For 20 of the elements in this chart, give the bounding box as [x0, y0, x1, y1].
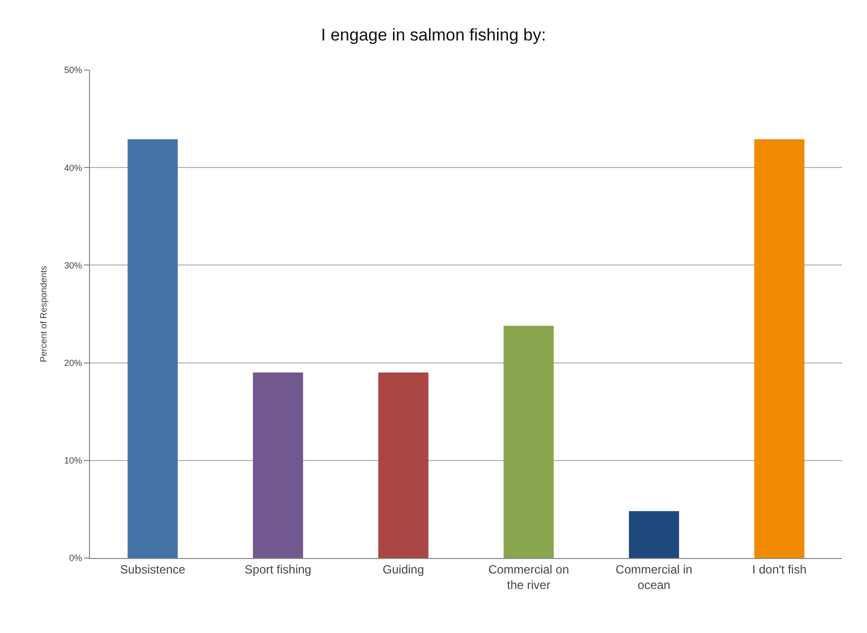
y-tick-label: 10%	[64, 456, 82, 466]
y-tick-label: 30%	[64, 260, 82, 270]
y-tick-label: 20%	[64, 358, 82, 368]
x-tick-label: I don't fish	[752, 562, 806, 576]
x-tick-label: Sport fishing	[244, 562, 312, 576]
y-tick-label: 50%	[64, 65, 82, 76]
y-tick-label: 40%	[64, 162, 82, 173]
x-tick-label: Commercial in ocean	[616, 562, 692, 592]
bar	[378, 372, 428, 558]
x-tick-label: Guiding	[382, 562, 424, 576]
bar	[754, 139, 804, 558]
bar	[504, 326, 554, 558]
bar	[252, 372, 304, 558]
bar	[128, 139, 178, 558]
chart-title: I engage in salmon fishing by:	[321, 25, 546, 44]
y-tick-label: 0%	[69, 553, 82, 564]
bar	[628, 511, 680, 558]
x-tick-label: Commercial on the river	[488, 562, 570, 592]
y-axis-title: Percent of Respondents	[38, 265, 49, 362]
x-tick-label: Subsistence	[120, 562, 186, 576]
